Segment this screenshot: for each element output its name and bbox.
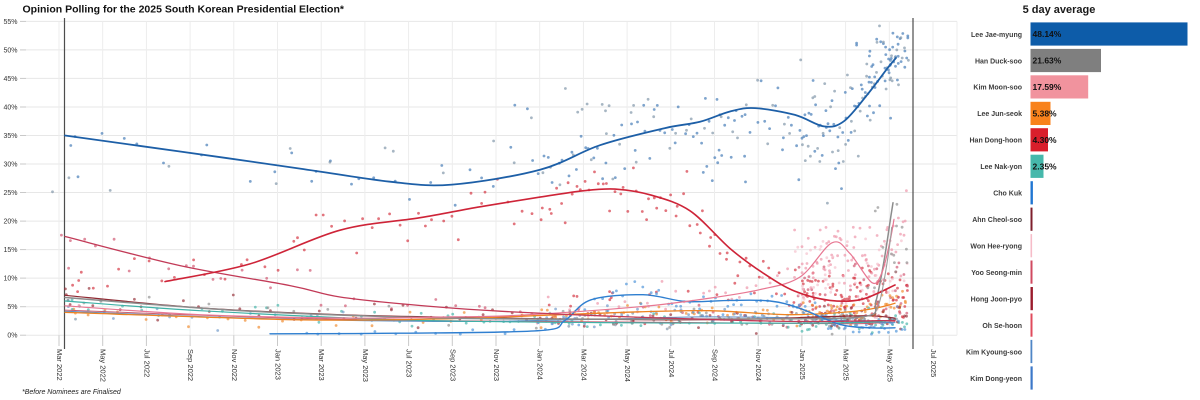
svg-text:25%: 25%: [3, 190, 17, 197]
svg-text:Nov 2024: Nov 2024: [754, 349, 763, 381]
svg-text:Jul 2025: Jul 2025: [929, 349, 938, 377]
svg-text:55%: 55%: [3, 19, 17, 26]
svg-text:May 2022: May 2022: [99, 349, 108, 382]
svg-text:50%: 50%: [3, 47, 17, 54]
svg-text:17.59%: 17.59%: [1033, 82, 1062, 92]
svg-text:45%: 45%: [3, 76, 17, 83]
svg-text:Jul 2023: Jul 2023: [405, 349, 414, 377]
svg-text:Jan 2025: Jan 2025: [798, 349, 807, 380]
svg-text:5 day average: 5 day average: [1023, 4, 1096, 16]
svg-text:Yoo Seong-min: Yoo Seong-min: [971, 270, 1022, 277]
svg-text:Jan 2024: Jan 2024: [536, 349, 545, 380]
svg-text:Mar 2022: Mar 2022: [55, 349, 64, 381]
svg-text:Nov 2022: Nov 2022: [230, 349, 239, 381]
svg-text:Cho Kuk: Cho Kuk: [993, 191, 1022, 198]
svg-text:Kim Kyoung-soo: Kim Kyoung-soo: [966, 349, 1022, 356]
svg-text:Kim Moon-soo: Kim Moon-soo: [973, 85, 1022, 92]
svg-text:Jul 2022: Jul 2022: [142, 349, 151, 377]
svg-text:*Before Nominees are Finalised: *Before Nominees are Finalised: [22, 389, 122, 396]
svg-text:Hong Joon-pyo: Hong Joon-pyo: [971, 296, 1022, 303]
svg-text:40%: 40%: [3, 105, 17, 112]
svg-text:Jul 2024: Jul 2024: [667, 349, 676, 377]
svg-text:Han Duck-soo: Han Duck-soo: [975, 58, 1022, 65]
svg-text:5.38%: 5.38%: [1033, 109, 1058, 119]
svg-text:May 2025: May 2025: [885, 349, 894, 382]
svg-text:Han Dong-hoon: Han Dong-hoon: [970, 138, 1023, 145]
svg-text:10%: 10%: [3, 276, 17, 283]
svg-text:4.30%: 4.30%: [1033, 135, 1058, 145]
svg-text:Lee Nak-yon: Lee Nak-yon: [980, 164, 1022, 171]
svg-text:Lee Jun-seok: Lee Jun-seok: [977, 111, 1022, 118]
svg-text:May 2023: May 2023: [361, 349, 370, 382]
svg-text:5%: 5%: [7, 304, 17, 311]
svg-text:0%: 0%: [7, 333, 17, 340]
svg-text:Sep 2022: Sep 2022: [186, 349, 195, 381]
svg-text:21.63%: 21.63%: [1033, 56, 1062, 66]
svg-text:Opinion Polling for the 2025 S: Opinion Polling for the 2025 South Korea…: [23, 4, 345, 16]
svg-text:Lee Jae-myung: Lee Jae-myung: [971, 32, 1022, 39]
svg-text:Ahn Cheol-soo: Ahn Cheol-soo: [972, 217, 1022, 224]
svg-text:Jan 2023: Jan 2023: [274, 349, 283, 380]
svg-text:Kim Dong-yeon: Kim Dong-yeon: [970, 376, 1022, 383]
svg-text:35%: 35%: [3, 133, 17, 140]
svg-text:15%: 15%: [3, 247, 17, 254]
svg-text:2.35%: 2.35%: [1033, 162, 1058, 172]
svg-text:20%: 20%: [3, 219, 17, 226]
svg-text:Oh Se-hoon: Oh Se-hoon: [982, 323, 1022, 330]
svg-text:Sep 2024: Sep 2024: [711, 349, 720, 381]
svg-text:May 2024: May 2024: [623, 349, 632, 382]
svg-text:Won Hee-ryong: Won Hee-ryong: [970, 244, 1022, 251]
svg-text:Mar 2024: Mar 2024: [579, 349, 588, 381]
svg-text:Mar 2025: Mar 2025: [842, 349, 851, 381]
svg-text:Mar 2023: Mar 2023: [317, 349, 326, 381]
svg-text:30%: 30%: [3, 162, 17, 169]
svg-text:Sep 2023: Sep 2023: [448, 349, 457, 381]
svg-text:Nov 2023: Nov 2023: [492, 349, 501, 381]
svg-text:48.14%: 48.14%: [1033, 29, 1062, 39]
